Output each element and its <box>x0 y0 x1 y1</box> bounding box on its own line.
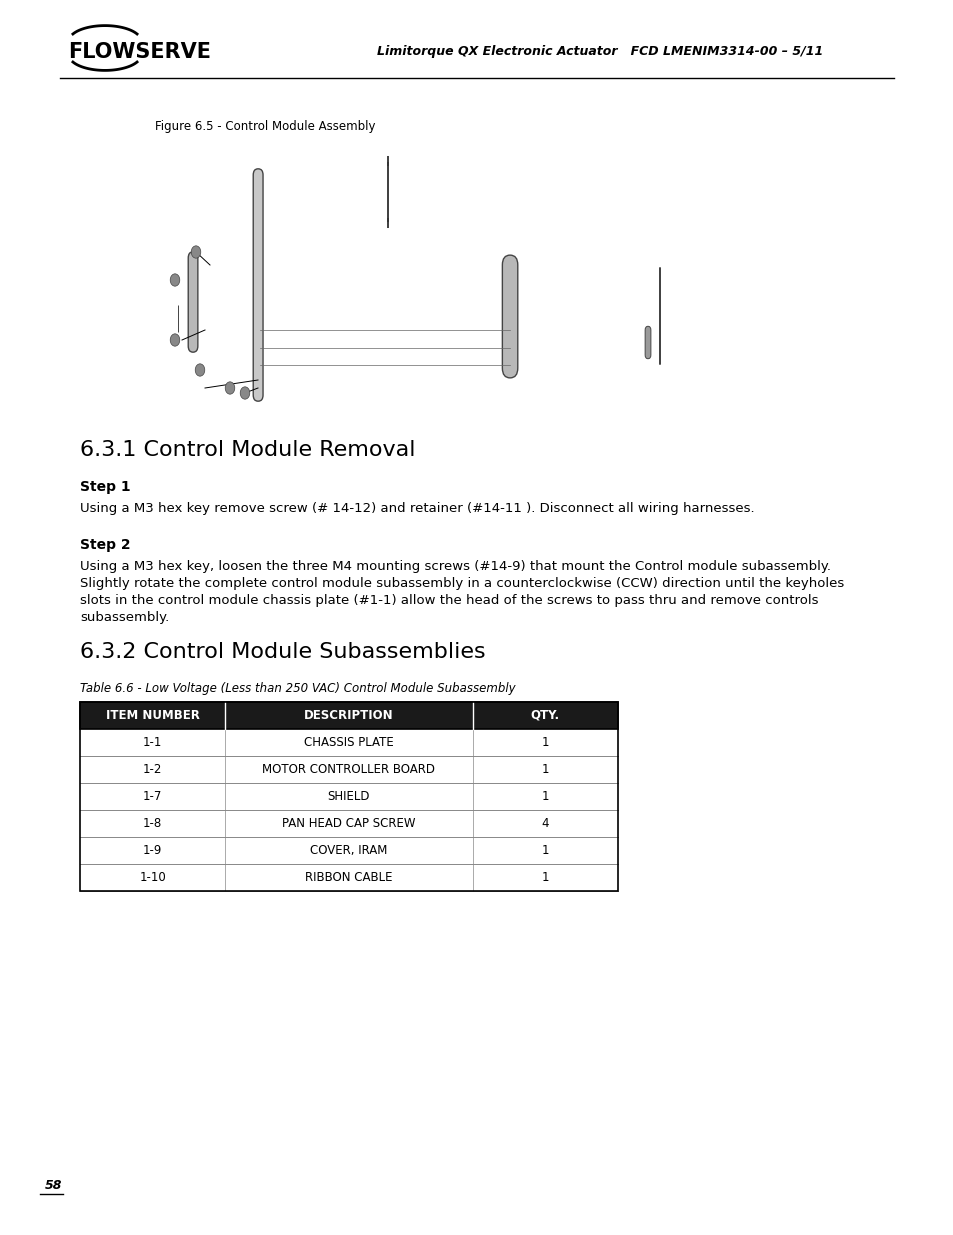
Circle shape <box>240 387 250 399</box>
Text: 1-10: 1-10 <box>139 871 166 884</box>
FancyBboxPatch shape <box>644 326 650 358</box>
Bar <box>80 864 618 890</box>
Text: 1-8: 1-8 <box>143 818 162 830</box>
Text: CHASSIS PLATE: CHASSIS PLATE <box>304 736 394 748</box>
Text: Limitorque QX Electronic Actuator   FCD LMENIM3314-00 – 5/11: Limitorque QX Electronic Actuator FCD LM… <box>376 46 822 58</box>
Text: DESCRIPTION: DESCRIPTION <box>304 709 394 722</box>
Text: slots in the control module chassis plate (#1-1) allow the head of the screws to: slots in the control module chassis plat… <box>80 594 818 606</box>
Bar <box>80 701 618 729</box>
Text: 1-9: 1-9 <box>143 844 162 857</box>
Text: ITEM NUMBER: ITEM NUMBER <box>106 709 199 722</box>
Text: Using a M3 hex key, loosen the three M4 mounting screws (#14-9) that mount the C: Using a M3 hex key, loosen the three M4 … <box>80 559 830 573</box>
FancyBboxPatch shape <box>502 256 517 378</box>
Bar <box>80 701 618 890</box>
Text: 6.3.1 Control Module Removal: 6.3.1 Control Module Removal <box>80 440 416 459</box>
Text: 1-7: 1-7 <box>143 790 162 803</box>
FancyBboxPatch shape <box>188 252 197 352</box>
Text: 1-1: 1-1 <box>143 736 162 748</box>
Text: PAN HEAD CAP SCREW: PAN HEAD CAP SCREW <box>282 818 416 830</box>
Circle shape <box>195 364 205 377</box>
Text: Figure 6.5 - Control Module Assembly: Figure 6.5 - Control Module Assembly <box>154 120 375 133</box>
FancyBboxPatch shape <box>253 169 263 401</box>
Text: 1: 1 <box>541 871 549 884</box>
Text: FLOWSERVE: FLOWSERVE <box>68 42 211 62</box>
Circle shape <box>170 274 179 287</box>
Text: 4: 4 <box>541 818 549 830</box>
Bar <box>80 810 618 837</box>
Text: RIBBON CABLE: RIBBON CABLE <box>305 871 393 884</box>
Bar <box>80 783 618 810</box>
Circle shape <box>170 333 179 346</box>
Circle shape <box>191 246 200 258</box>
Bar <box>80 837 618 864</box>
Text: 1: 1 <box>541 736 549 748</box>
Text: 6.3.2 Control Module Subassemblies: 6.3.2 Control Module Subassemblies <box>80 642 485 662</box>
Bar <box>80 729 618 756</box>
Text: 1: 1 <box>541 844 549 857</box>
Text: Slightly rotate the complete control module subassembly in a counterclockwise (C: Slightly rotate the complete control mod… <box>80 577 843 590</box>
Text: Step 1: Step 1 <box>80 480 131 494</box>
Text: Table 6.6 - Low Voltage (Less than 250 VAC) Control Module Subassembly: Table 6.6 - Low Voltage (Less than 250 V… <box>80 682 515 695</box>
Bar <box>80 756 618 783</box>
Text: QTY.: QTY. <box>530 709 559 722</box>
Text: 1-2: 1-2 <box>143 763 162 776</box>
Text: 1: 1 <box>541 763 549 776</box>
Text: SHIELD: SHIELD <box>328 790 370 803</box>
Circle shape <box>225 382 234 394</box>
Text: 1: 1 <box>541 790 549 803</box>
Text: COVER, IRAM: COVER, IRAM <box>310 844 387 857</box>
Text: 58: 58 <box>45 1179 63 1192</box>
Text: Step 2: Step 2 <box>80 538 131 552</box>
Text: Using a M3 hex key remove screw (# 14-12) and retainer (#14-11 ). Disconnect all: Using a M3 hex key remove screw (# 14-12… <box>80 501 754 515</box>
Text: subassembly.: subassembly. <box>80 611 169 624</box>
Text: MOTOR CONTROLLER BOARD: MOTOR CONTROLLER BOARD <box>262 763 435 776</box>
